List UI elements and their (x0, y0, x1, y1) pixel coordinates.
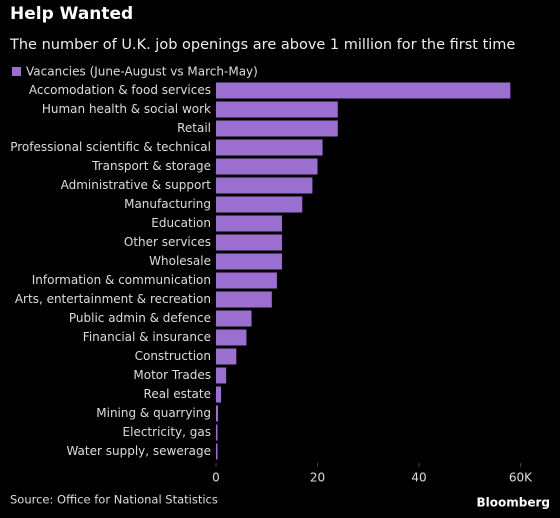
brand: Bloomberg (477, 496, 551, 510)
y-tick-label: Motor Trades (133, 368, 211, 382)
bar (216, 310, 252, 327)
bar (216, 367, 227, 384)
bar (216, 139, 323, 156)
bar (216, 101, 338, 118)
bar (216, 386, 222, 403)
bar (216, 291, 272, 308)
bar (216, 215, 282, 232)
y-tick-label: Financial & insurance (83, 330, 211, 344)
bar (216, 120, 338, 137)
y-tick-label: Manufacturing (124, 197, 211, 211)
bar (216, 424, 218, 441)
y-tick-label: Real estate (144, 387, 211, 401)
bar (216, 443, 218, 460)
y-tick-label: Human health & social work (42, 102, 211, 116)
chart-title: Help Wanted (10, 4, 133, 24)
y-tick-label: Other services (124, 235, 211, 249)
x-tick-label: 20 (310, 471, 325, 485)
y-tick-label: Mining & quarrying (96, 406, 211, 420)
chart-subtitle: The number of U.K. job openings are abov… (9, 37, 515, 53)
bar (216, 348, 237, 365)
bar (216, 405, 219, 422)
bar (216, 329, 247, 346)
y-tick-label: Information & communication (32, 273, 211, 287)
y-tick-label: Water supply, sewerage (66, 444, 211, 458)
bar (216, 253, 282, 270)
legend-label: Vacancies (June-August vs March-May) (26, 65, 258, 79)
x-tick-label: 0 (212, 471, 220, 485)
y-tick-label: Education (151, 216, 211, 230)
bar (216, 82, 511, 99)
y-tick-label: Professional scientific & technical (10, 140, 211, 154)
bar (216, 234, 282, 251)
bar (216, 272, 277, 289)
y-tick-label: Retail (177, 121, 211, 135)
y-tick-label: Accomodation & food services (29, 83, 211, 97)
y-tick-label: Public admin & defence (69, 311, 211, 325)
x-tick-label: 60K (509, 471, 533, 485)
y-tick-label: Construction (135, 349, 211, 363)
y-tick-label: Administrative & support (61, 178, 212, 192)
bar (216, 196, 303, 213)
legend-swatch (12, 67, 21, 76)
y-tick-label: Wholesale (149, 254, 211, 268)
y-tick-label: Transport & storage (91, 159, 211, 173)
source: Source: Office for National Statistics (10, 493, 218, 507)
y-tick-label: Electricity, gas (123, 425, 211, 439)
x-tick-label: 40 (411, 471, 426, 485)
bar (216, 158, 318, 175)
y-tick-label: Arts, entertainment & recreation (15, 292, 211, 306)
bar (216, 177, 313, 194)
